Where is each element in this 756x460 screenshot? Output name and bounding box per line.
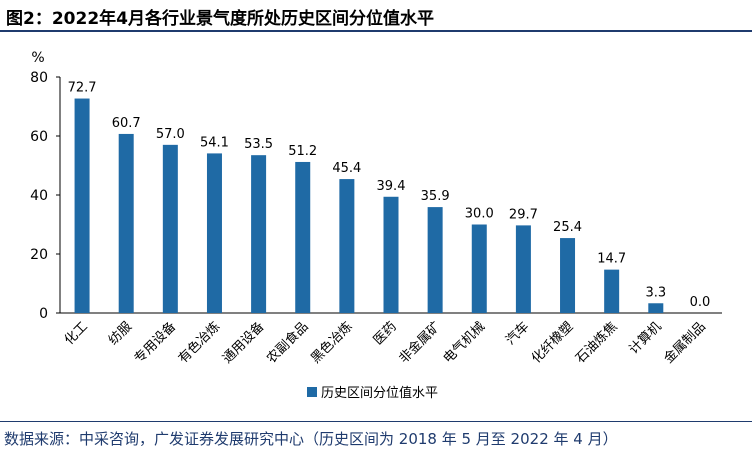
y-tick-label: 20 — [30, 247, 48, 263]
bar — [648, 303, 664, 313]
category-label: 金属制品 — [661, 319, 709, 367]
bar — [383, 196, 399, 313]
bar-value-label: 25.4 — [553, 220, 582, 235]
category-label: 化纤橡塑 — [529, 319, 576, 366]
bar — [515, 225, 531, 313]
chart-title: 图2：2022年4月各行业景气度所处历史区间分位值水平 — [6, 9, 434, 29]
legend: 历史区间分位值水平 — [307, 385, 438, 401]
bar — [74, 98, 90, 313]
bar — [118, 133, 134, 313]
bar-value-label: 45.4 — [332, 161, 361, 176]
category-label: 汽车 — [503, 319, 533, 349]
bar — [251, 155, 267, 313]
category-label: 通用设备 — [219, 319, 267, 367]
bar — [295, 161, 311, 313]
category-label: 医药 — [371, 319, 400, 348]
legend-label: 历史区间分位值水平 — [321, 385, 438, 401]
bar — [339, 179, 355, 313]
y-tick-label: 0 — [39, 306, 48, 322]
category-label: 电气机械 — [440, 319, 488, 367]
bar-value-label: 72.7 — [68, 81, 97, 96]
bar-value-label: 39.4 — [377, 179, 406, 194]
bar-value-label: 30.0 — [465, 207, 494, 222]
category-label: 黑色冶炼 — [308, 319, 356, 367]
bar — [162, 144, 178, 313]
bar-value-label: 60.7 — [112, 116, 141, 131]
bars: 72.7 化工 60.7 纺服 57.0 专用设备 54.1 有色冶炼 53.5 通用设备 51.2… — [62, 81, 710, 367]
bar-value-label: 51.2 — [288, 144, 317, 159]
category-label: 化工 — [62, 319, 91, 348]
bar-value-label: 35.9 — [421, 189, 450, 204]
category-label: 专用设备 — [131, 319, 179, 367]
category-label: 有色冶炼 — [175, 319, 223, 367]
bar-chart: % 0 20 40 60 80 72.7 化工 60.7 纺服 57.0 专用设备 54.1 有色冶炼… — [30, 50, 722, 401]
bar-value-label: 0.0 — [690, 295, 711, 310]
category-label: 石油炼焦 — [573, 319, 620, 366]
category-label: 计算机 — [626, 319, 664, 357]
bar-value-label: 57.0 — [156, 127, 185, 142]
bar — [560, 238, 576, 313]
y-tick-label: 80 — [30, 70, 48, 86]
bar — [206, 153, 222, 313]
category-label: 非金属矿 — [396, 319, 444, 367]
category-label: 纺服 — [106, 319, 135, 348]
bar-value-label: 54.1 — [200, 135, 229, 150]
bar-value-label: 29.7 — [509, 207, 538, 222]
y-axis-unit: % — [31, 50, 44, 66]
bar — [427, 207, 443, 313]
title-divider — [0, 30, 752, 32]
bar — [471, 224, 487, 313]
y-tick-label: 60 — [30, 129, 48, 145]
data-source: 数据来源：中采咨询，广发证券发展研究中心（历史区间为 2018 年 5 月至 2… — [4, 430, 618, 448]
bar — [604, 269, 620, 313]
category-label: 农副食品 — [263, 319, 311, 367]
source-divider — [0, 421, 752, 422]
bar-value-label: 3.3 — [645, 285, 666, 300]
legend-swatch — [307, 387, 317, 397]
y-tick-label: 40 — [30, 188, 48, 204]
bar-value-label: 53.5 — [244, 137, 273, 152]
bar-value-label: 14.7 — [597, 252, 626, 267]
